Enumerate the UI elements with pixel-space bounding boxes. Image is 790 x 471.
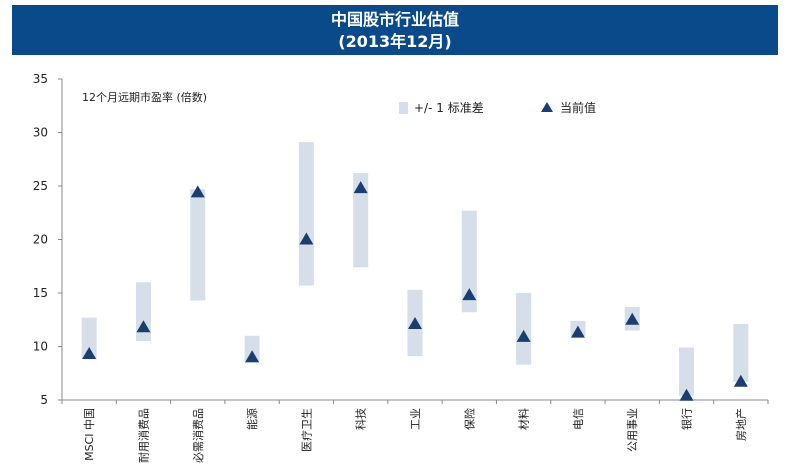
category-label: 银行 [680,408,694,430]
category-label: 电信 [572,408,585,430]
range-bar [244,335,260,363]
range-bar [516,293,532,365]
category-label: 工业 [409,408,422,430]
current-value-marker [408,317,422,330]
legend-marker-icon [541,102,553,112]
range-bar [81,317,97,360]
category-label: 保险 [462,408,476,430]
range-bar [135,282,151,342]
current-value-marker [353,181,368,194]
current-value-marker [570,325,585,338]
current-value-marker [516,329,531,342]
y-tick-label: 30 [33,126,48,140]
category-label: 科技 [354,408,368,430]
current-value-marker [733,374,748,387]
category-label: 耐用消费品 [136,408,150,463]
range-bar [298,142,314,286]
y-tick-label: 20 [33,233,48,247]
y-tick-label: 25 [33,179,48,193]
current-value-marker [190,185,205,198]
category-label: 能源 [245,408,259,430]
current-value-marker [625,312,640,325]
current-value-marker [245,350,260,363]
y-tick-label: 15 [33,286,48,300]
range-bar [353,173,369,268]
range-bar [679,347,695,396]
chart-title: 中国股市行业估值 [330,10,459,29]
y-axis-label: 12个月远期市盈率 (倍数) [82,90,207,104]
current-value-marker [299,232,314,245]
current-value-marker [462,288,477,301]
chart-subtitle: (2013年12月) [338,32,452,51]
range-bars [81,142,749,396]
legend-range-label: +/- 1 标准差 [414,101,484,115]
category-label: 材料 [517,408,531,430]
current-markers [82,181,748,401]
range-bar [190,189,206,301]
y-tick-label: 35 [33,72,48,86]
y-tick-label: 5 [40,393,48,407]
title-banner: 中国股市行业估值 (2013年12月) [12,5,778,55]
legend-range-swatch [399,102,408,114]
current-value-marker [82,346,97,359]
category-label: 医疗卫生 [299,408,313,452]
category-label: 必需消费品 [191,408,205,463]
y-tick-label: 10 [33,340,48,354]
current-value-marker [136,320,151,333]
chart-legend: +/- 1 标准差 当前值 [399,100,596,115]
category-label: 公用事业 [626,408,639,452]
range-bar [733,324,749,382]
range-bar [461,210,477,313]
current-value-marker [679,388,694,401]
category-label: 房地产 [734,408,748,441]
category-labels: MSCI 中国 耐用消费品 必需消费品 能源 医疗卫生 科技 工业 保险 材料 电信 公用事业 银行 房… [83,408,748,463]
category-label: MSCI 中国 [83,408,96,461]
chart-axes: 5 10 15 20 25 30 35 [33,72,769,407]
legend-marker-label: 当前值 [560,100,596,115]
